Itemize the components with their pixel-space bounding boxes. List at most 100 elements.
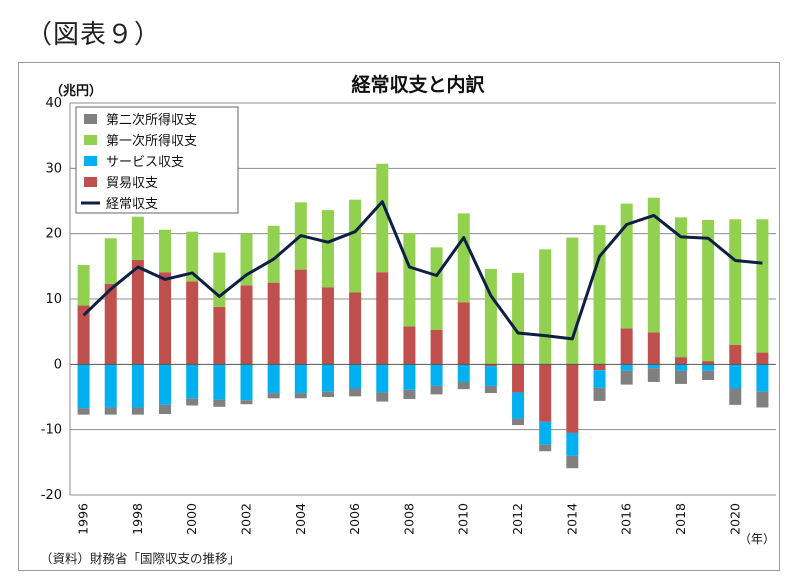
bar: [159, 364, 172, 405]
bar: [539, 444, 552, 452]
y-tick-label: 10: [45, 292, 62, 307]
bar: [403, 326, 416, 365]
bar: [512, 418, 525, 426]
bar: [104, 364, 117, 408]
bar: [77, 408, 90, 415]
bar: [620, 328, 633, 365]
bar: [566, 432, 579, 456]
x-tick-label: 2014: [564, 503, 579, 535]
chart-frame: 経常収支と内訳 （兆円） （年） -20 -10 0 10 20 30 40 1996 1998…: [18, 62, 780, 571]
bar: [647, 368, 660, 382]
bar: [756, 391, 769, 408]
bar: [620, 370, 633, 385]
legend-swatch: [84, 156, 97, 166]
bar: [457, 381, 470, 390]
bar: [430, 247, 443, 330]
y-tick-label: 0: [54, 357, 62, 372]
bar: [484, 366, 497, 386]
bar: [104, 407, 117, 415]
x-tick-label: 2012: [510, 503, 525, 535]
y-tick-label: 20: [45, 227, 62, 242]
bar: [430, 329, 443, 365]
legend-entry: 経常収支: [106, 197, 158, 212]
bar: [729, 344, 742, 365]
bar: [321, 364, 334, 392]
bar: [213, 252, 226, 307]
legend-box: [75, 106, 239, 214]
bar: [321, 210, 334, 288]
bar: [593, 387, 606, 401]
bar: [403, 364, 416, 390]
bar: [131, 407, 144, 415]
bar: [702, 219, 715, 362]
bar: [186, 364, 199, 399]
x-tick-label: 2016: [619, 503, 634, 535]
bar: [267, 225, 280, 283]
bar: [104, 238, 117, 284]
bar: [213, 306, 226, 365]
y-axis-unit-label: （兆円）: [50, 83, 102, 99]
bar: [186, 281, 199, 365]
bar: [566, 455, 579, 469]
bar: [349, 388, 362, 397]
bar: [376, 272, 389, 365]
x-tick-label: 2002: [239, 503, 254, 535]
x-axis-unit-label: （年）: [739, 532, 775, 546]
bar: [457, 364, 470, 382]
legend-entry: 貿易収支: [106, 176, 158, 191]
bar: [647, 332, 660, 365]
bar: [349, 199, 362, 293]
legend-swatch: [84, 114, 97, 124]
bar: [756, 352, 769, 365]
bar: [267, 393, 280, 399]
bar: [674, 217, 687, 358]
source-note: （資料）財務省「国際収支の推移」: [40, 551, 241, 566]
axes: -20 -10 0 10 20 30 40 1996 1998 2000 2002 2004 2006 2…: [41, 96, 776, 535]
bar: [349, 364, 362, 389]
bar: [349, 292, 362, 365]
bar: [321, 391, 334, 397]
bar: [702, 370, 715, 381]
bar: [294, 364, 307, 394]
x-tick-label: 1996: [76, 503, 91, 535]
legend-swatch: [84, 177, 97, 187]
y-tick-label: 40: [45, 96, 62, 111]
line-layer: [82, 200, 763, 341]
bar: [593, 225, 606, 365]
bar: [159, 272, 172, 365]
bar: [186, 398, 199, 406]
chart-title: 経常収支と内訳: [351, 73, 485, 96]
bar: [77, 364, 90, 409]
bar: [512, 272, 525, 365]
bar: [267, 282, 280, 365]
bar: [77, 305, 90, 365]
bar: [620, 203, 633, 329]
bar: [131, 216, 144, 260]
legend-swatch: [84, 135, 97, 145]
bar: [702, 361, 715, 365]
figure-label: （図表９）: [26, 20, 162, 50]
bar: [376, 392, 389, 402]
bar: [566, 237, 579, 365]
bar: [756, 219, 769, 353]
bar: [620, 364, 633, 371]
bar: [593, 364, 606, 371]
bar: [512, 392, 525, 419]
y-tick-label: -20: [41, 488, 62, 503]
bar: [539, 249, 552, 365]
bar: [376, 163, 389, 273]
x-tick-label: 2018: [673, 503, 688, 535]
y-tick-label: -10: [41, 423, 62, 438]
bar: [267, 364, 280, 394]
bar: [104, 283, 117, 365]
x-tick-label: 2006: [347, 503, 362, 535]
legend-entry: サービス収支: [106, 155, 184, 170]
bar: [702, 364, 715, 371]
chart-svg: 経常収支と内訳 （兆円） （年） -20 -10 0 10 20 30 40 1996 1998…: [41, 73, 776, 546]
bar: [647, 364, 660, 369]
bar: [321, 287, 334, 365]
bar: [240, 364, 253, 401]
bar: [77, 265, 90, 306]
bar: [729, 219, 742, 345]
